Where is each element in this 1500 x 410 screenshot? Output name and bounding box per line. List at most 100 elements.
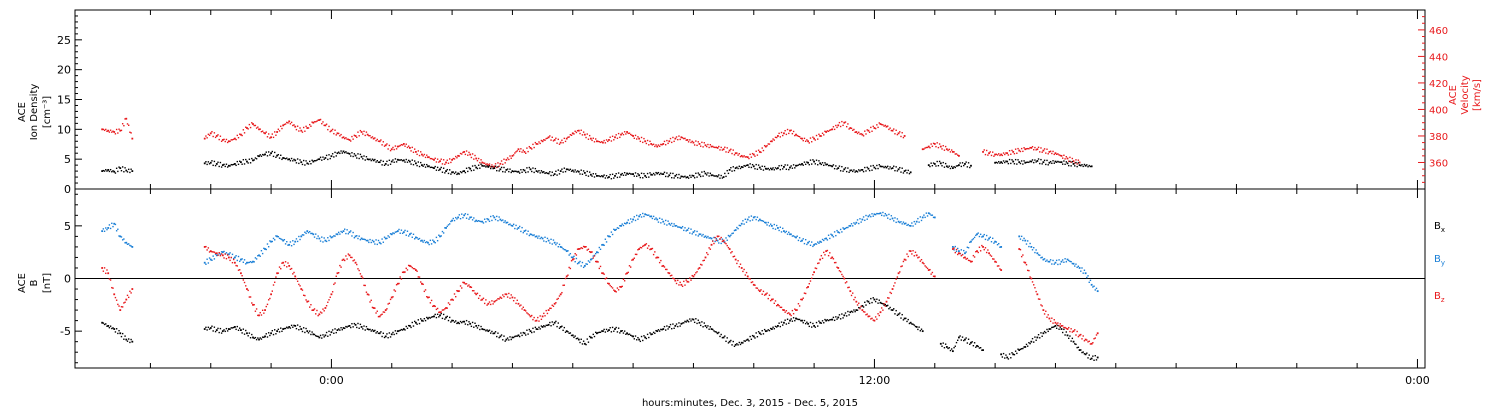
by-point xyxy=(788,231,790,234)
bx-point xyxy=(315,335,317,337)
bz-point xyxy=(479,294,481,297)
velocity-point xyxy=(1008,149,1011,152)
density-velocity-frame xyxy=(74,9,1426,190)
bz-point xyxy=(571,258,574,261)
velocity-point xyxy=(883,125,885,127)
bz-point xyxy=(981,244,983,247)
velocity-point xyxy=(455,155,457,158)
bx-point xyxy=(579,341,581,344)
bz-point xyxy=(955,248,958,251)
density-point xyxy=(535,170,538,172)
bx-point xyxy=(797,318,800,321)
velocity-point xyxy=(322,121,324,123)
by-point xyxy=(324,239,327,242)
bx-point xyxy=(1093,359,1095,361)
by-point xyxy=(399,232,401,234)
bx-point xyxy=(661,329,663,331)
velocity-point xyxy=(286,121,288,124)
velocity-point xyxy=(724,146,726,148)
by-point xyxy=(785,230,788,233)
by-point xyxy=(342,230,345,233)
bz-point xyxy=(275,276,277,278)
bx-point xyxy=(556,325,558,328)
bz-point xyxy=(750,281,753,284)
bz-point xyxy=(246,288,248,290)
bz-point xyxy=(826,249,829,252)
density-point xyxy=(233,163,236,165)
density-point xyxy=(476,167,479,170)
by-point xyxy=(972,238,975,240)
bz-point xyxy=(264,309,266,311)
bz-point xyxy=(785,310,788,312)
velocity-point xyxy=(119,129,122,132)
by-point xyxy=(726,239,728,241)
bz-point xyxy=(712,240,714,242)
bx-point xyxy=(109,325,112,327)
velocity-point xyxy=(401,144,404,146)
bx-point xyxy=(706,326,708,329)
by-point xyxy=(880,214,883,217)
by-point xyxy=(517,227,520,229)
bx-point xyxy=(819,321,822,324)
by-point xyxy=(364,238,366,241)
bx-point xyxy=(609,327,611,329)
bx-point xyxy=(457,321,460,324)
by-point xyxy=(392,232,394,234)
bz-point xyxy=(873,319,876,322)
bz-point xyxy=(528,314,531,316)
bz-point xyxy=(573,258,575,260)
velocity-point xyxy=(762,149,765,152)
by-point xyxy=(633,216,636,218)
bz-point xyxy=(728,248,731,250)
bx-point xyxy=(794,319,796,322)
bx-point xyxy=(967,338,970,340)
by-point xyxy=(598,246,601,249)
density-point xyxy=(833,167,836,170)
bz-point xyxy=(743,268,745,271)
velocity-ylabel-line-3: [km/s] xyxy=(1472,79,1483,111)
by-point xyxy=(893,220,895,222)
bz-point xyxy=(689,277,691,279)
bz-point xyxy=(248,296,251,298)
bz-point xyxy=(800,298,802,301)
density-point xyxy=(434,165,436,168)
density-point xyxy=(1040,158,1042,161)
density-point xyxy=(107,169,110,171)
density-point xyxy=(480,163,482,165)
bz-point xyxy=(896,276,899,278)
bz-point xyxy=(1086,339,1088,341)
bx-point xyxy=(856,309,859,311)
density-point xyxy=(849,169,852,172)
by-point xyxy=(832,236,835,238)
density-point xyxy=(832,164,835,166)
velocity-point xyxy=(506,157,509,159)
velocity-ytick-label: 400 xyxy=(1429,105,1448,116)
bz-point xyxy=(806,287,808,289)
velocity-point xyxy=(877,126,879,129)
velocity-point xyxy=(582,131,585,133)
density-point xyxy=(902,172,905,174)
by-point xyxy=(745,221,748,223)
bx-point xyxy=(481,328,484,330)
bz-point xyxy=(644,243,647,246)
bz-point xyxy=(1071,331,1074,333)
velocity-point xyxy=(479,161,481,164)
bz-point xyxy=(852,292,854,294)
density-point xyxy=(823,164,825,167)
velocity-point xyxy=(1033,149,1035,151)
by-point xyxy=(266,243,269,245)
by-point xyxy=(646,214,649,216)
velocity-point xyxy=(931,145,934,147)
bx-point xyxy=(742,342,744,344)
density-point xyxy=(227,164,230,167)
bx-point xyxy=(1063,328,1065,331)
by-point xyxy=(743,223,745,225)
velocity-point xyxy=(674,137,677,140)
by-point xyxy=(280,238,282,240)
bz-point xyxy=(493,300,496,303)
bx-point xyxy=(1034,336,1036,338)
bz-point xyxy=(833,261,836,264)
bz-point xyxy=(499,296,502,299)
velocity-point xyxy=(876,124,878,126)
bz-point xyxy=(563,284,566,286)
